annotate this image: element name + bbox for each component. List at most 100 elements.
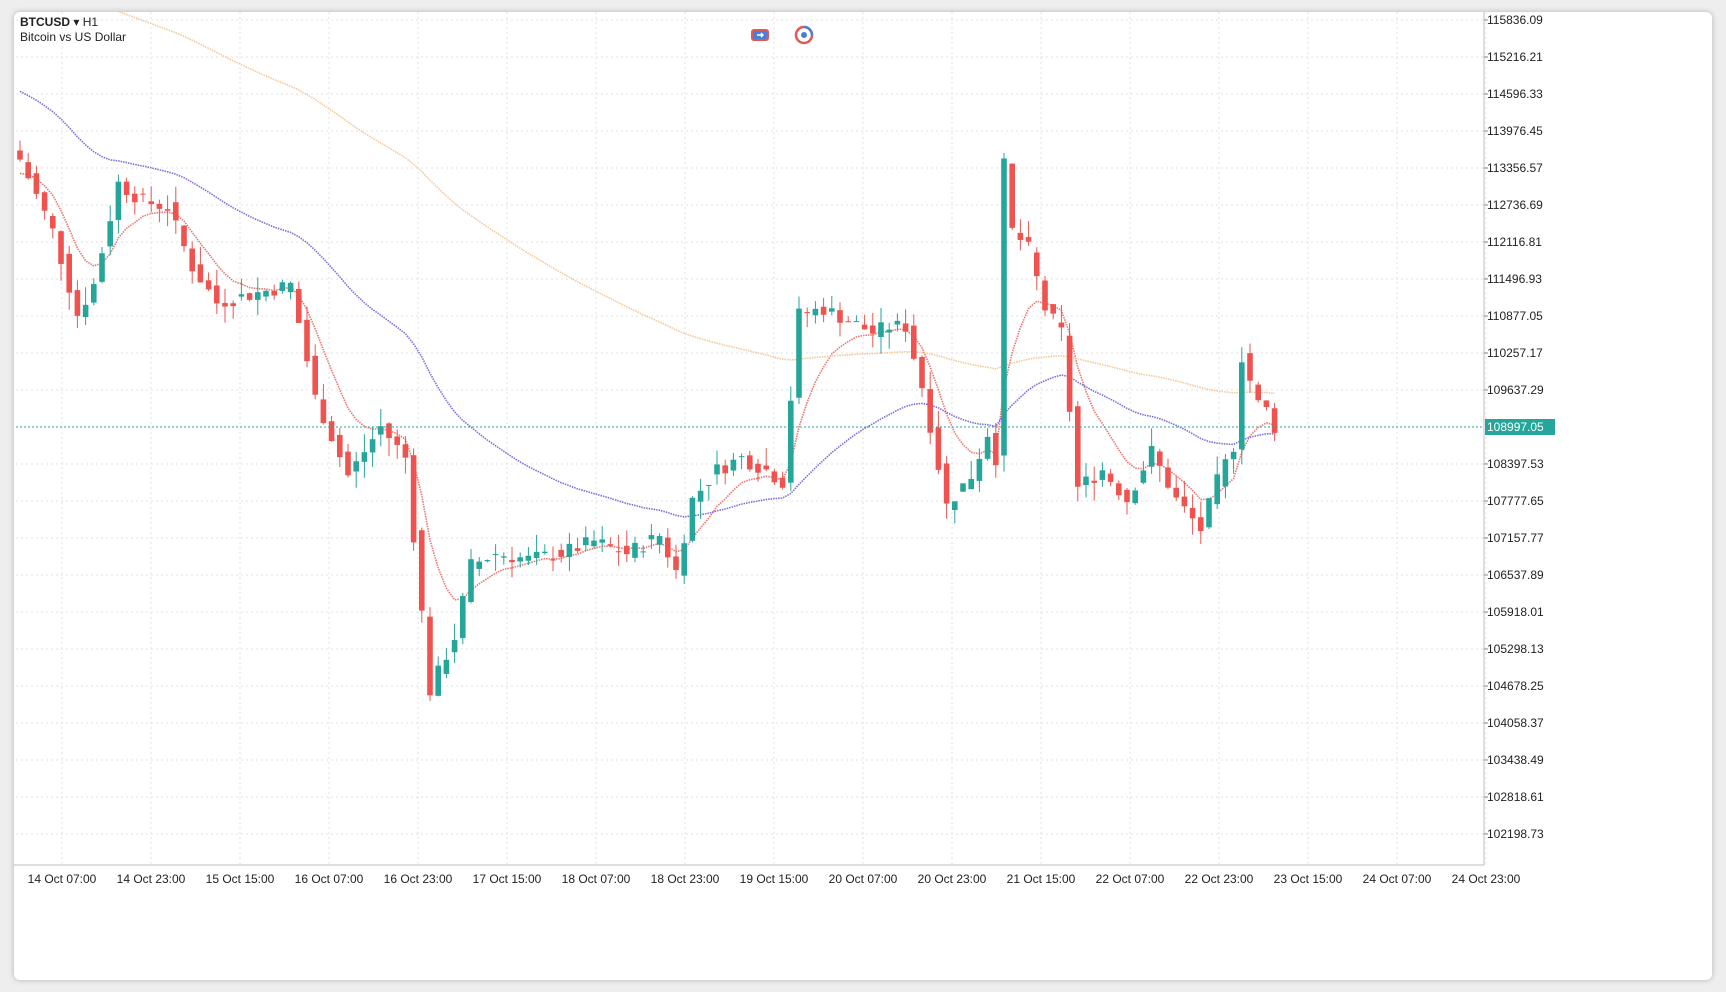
candle[interactable]: [287, 281, 294, 300]
candle[interactable]: [812, 301, 819, 324]
candle[interactable]: [1058, 304, 1065, 342]
candle[interactable]: [1025, 221, 1032, 246]
candle[interactable]: [369, 426, 376, 467]
candle[interactable]: [148, 186, 154, 213]
candle[interactable]: [1222, 454, 1229, 499]
candle[interactable]: [132, 186, 138, 215]
candle[interactable]: [1017, 219, 1024, 251]
candle[interactable]: [599, 526, 605, 553]
ea-switch-icon[interactable]: [749, 26, 771, 44]
candle[interactable]: [214, 269, 220, 314]
candle[interactable]: [1255, 381, 1261, 403]
candle[interactable]: [476, 557, 482, 577]
candle[interactable]: [1034, 247, 1040, 291]
candle[interactable]: [632, 536, 638, 563]
candle[interactable]: [99, 246, 105, 284]
candle[interactable]: [427, 607, 433, 701]
candle[interactable]: [443, 647, 450, 679]
candle[interactable]: [41, 190, 48, 220]
candle[interactable]: [1239, 347, 1245, 465]
candle[interactable]: [345, 443, 351, 478]
candle[interactable]: [1140, 461, 1147, 485]
candle[interactable]: [533, 534, 540, 565]
candle[interactable]: [1099, 462, 1106, 487]
candle[interactable]: [164, 195, 171, 227]
candle[interactable]: [58, 230, 64, 281]
candle[interactable]: [66, 245, 72, 310]
chevron-down-icon[interactable]: ▾: [73, 15, 80, 29]
candle[interactable]: [50, 213, 56, 239]
candle[interactable]: [853, 315, 860, 323]
candle[interactable]: [673, 544, 679, 579]
candle[interactable]: [558, 543, 564, 563]
symbol-name[interactable]: BTCUSD: [20, 15, 70, 29]
candle[interactable]: [591, 530, 597, 549]
candle[interactable]: [870, 312, 876, 348]
candle[interactable]: [296, 281, 302, 324]
candle[interactable]: [1075, 401, 1081, 502]
candle[interactable]: [25, 153, 31, 180]
candle[interactable]: [82, 287, 89, 325]
one-click-trading-icon[interactable]: [793, 25, 815, 45]
candle[interactable]: [763, 448, 769, 471]
candle[interactable]: [140, 187, 146, 203]
candle[interactable]: [730, 452, 737, 476]
candle[interactable]: [74, 280, 81, 328]
candle[interactable]: [837, 302, 843, 337]
candle[interactable]: [656, 533, 663, 554]
candle[interactable]: [222, 288, 228, 323]
candle[interactable]: [1107, 469, 1114, 487]
candle[interactable]: [1091, 466, 1097, 501]
candle[interactable]: [845, 316, 851, 323]
candle[interactable]: [968, 461, 974, 490]
candle[interactable]: [451, 623, 458, 664]
candle[interactable]: [697, 478, 704, 519]
candle[interactable]: [771, 468, 778, 485]
candle[interactable]: [1009, 163, 1015, 231]
candle[interactable]: [935, 411, 942, 475]
candle[interactable]: [952, 501, 958, 524]
candle[interactable]: [1181, 480, 1188, 513]
candle[interactable]: [1214, 456, 1220, 509]
candle[interactable]: [255, 277, 261, 315]
candle[interactable]: [394, 429, 400, 459]
candle[interactable]: [927, 371, 933, 445]
candle[interactable]: [263, 289, 269, 302]
candle[interactable]: [353, 452, 359, 488]
candle[interactable]: [722, 459, 728, 485]
candle[interactable]: [566, 532, 573, 572]
candle[interactable]: [640, 545, 646, 558]
candle[interactable]: [886, 322, 892, 349]
candle[interactable]: [1230, 447, 1237, 474]
candle[interactable]: [1124, 487, 1130, 515]
candle[interactable]: [550, 546, 556, 572]
candle[interactable]: [984, 428, 991, 461]
candle[interactable]: [1165, 458, 1171, 489]
candle[interactable]: [246, 292, 253, 302]
candle[interactable]: [337, 427, 343, 467]
candle[interactable]: [747, 450, 753, 472]
candlestick-chart[interactable]: 115836.09 115216.21 114596.33 113976.45 1133…: [14, 12, 1712, 980]
candle[interactable]: [820, 297, 827, 323]
candle[interactable]: [33, 165, 40, 199]
candle[interactable]: [1198, 501, 1204, 545]
candle[interactable]: [796, 296, 802, 404]
candle[interactable]: [993, 422, 999, 478]
candle[interactable]: [91, 278, 97, 306]
candle[interactable]: [123, 177, 130, 203]
candle[interactable]: [706, 484, 712, 501]
candle[interactable]: [1263, 400, 1270, 411]
candle[interactable]: [107, 205, 113, 255]
candle[interactable]: [419, 527, 425, 623]
candle[interactable]: [943, 456, 950, 519]
candle[interactable]: [197, 247, 204, 283]
candle[interactable]: [501, 552, 507, 565]
candle[interactable]: [230, 300, 236, 319]
candle[interactable]: [1116, 480, 1122, 501]
candle[interactable]: [607, 537, 614, 548]
candle[interactable]: [238, 278, 245, 301]
candle[interactable]: [1189, 494, 1196, 535]
candle[interactable]: [960, 483, 966, 493]
candle[interactable]: [804, 307, 810, 328]
candle[interactable]: [1206, 498, 1212, 530]
